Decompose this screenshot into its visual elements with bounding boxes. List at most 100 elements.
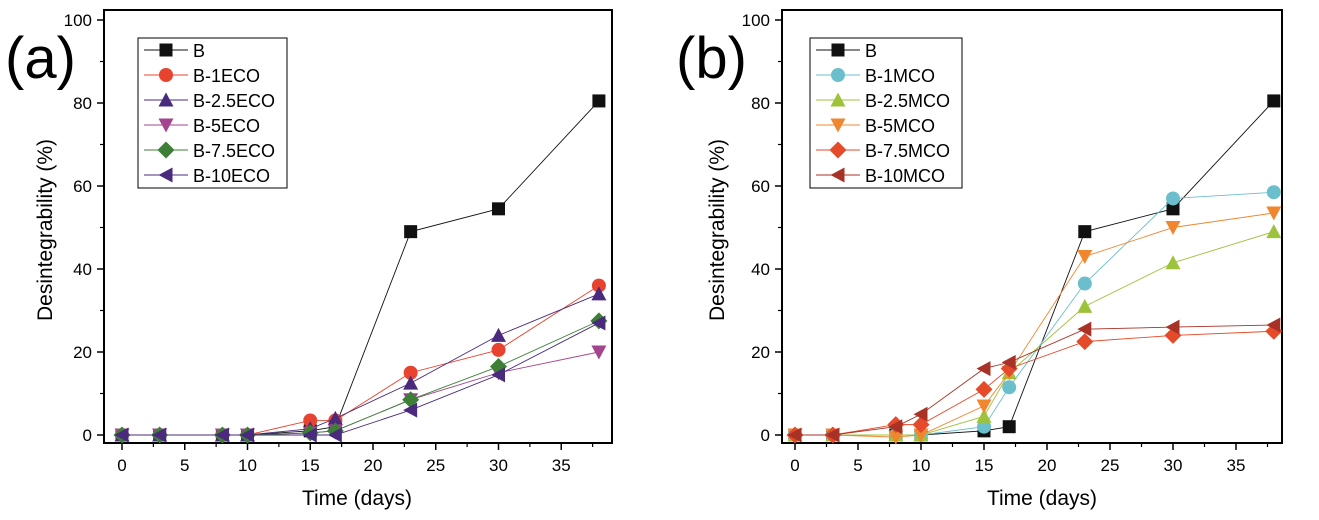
- data-point: [1077, 276, 1092, 291]
- data-point: [1076, 333, 1094, 351]
- data-point: [1166, 191, 1180, 206]
- legend-label: B-1ECO: [193, 66, 260, 86]
- series-line: [795, 330, 1274, 436]
- series-B-1MCO: [788, 185, 1281, 442]
- x-tick-label: 20: [1038, 456, 1057, 475]
- plot-frame: [103, 9, 613, 444]
- x-axis-label: Time (days): [987, 487, 1097, 510]
- series-B-2.5ECO: [114, 286, 607, 442]
- legend-marker: [158, 118, 174, 133]
- y-tick-label: 80: [73, 94, 92, 113]
- data-point: [303, 413, 318, 428]
- panel-label: (b): [676, 26, 747, 91]
- legend-label: B-10MCO: [865, 166, 945, 186]
- legend-label: B: [865, 41, 877, 61]
- x-tick-label: 15: [301, 456, 320, 475]
- data-point: [1266, 317, 1281, 333]
- legend-marker: [831, 68, 845, 82]
- data-point: [1266, 224, 1282, 239]
- x-tick-label: 5: [180, 456, 189, 475]
- legend-marker: [159, 43, 173, 57]
- y-tick-label: 0: [761, 426, 770, 445]
- series-line: [795, 191, 1274, 436]
- series-B-7.5MCO: [786, 322, 1283, 444]
- legend-label: B-5ECO: [193, 116, 260, 136]
- series-line: [122, 322, 600, 436]
- series-line: [795, 324, 1274, 436]
- series-B-10MCO: [787, 317, 1281, 443]
- legend-label: B-7.5ECO: [193, 141, 275, 161]
- data-point: [492, 202, 505, 216]
- data-point: [825, 427, 840, 443]
- data-point: [152, 427, 167, 443]
- x-tick-label: 30: [489, 456, 508, 475]
- data-point: [403, 402, 418, 418]
- data-point: [976, 399, 992, 414]
- data-point: [302, 427, 317, 443]
- data-point: [404, 225, 418, 239]
- series-B-10ECO: [114, 315, 606, 443]
- series-B-2.5MCO: [787, 224, 1282, 442]
- x-tick-label: 25: [1101, 456, 1120, 475]
- panel-label: (a): [5, 26, 76, 91]
- y-tick-label: 100: [742, 11, 770, 30]
- legend-label: B-2.5MCO: [865, 91, 950, 111]
- data-point: [888, 419, 903, 435]
- legend-marker: [829, 141, 847, 159]
- legend: B B-1ECO B-2.5ECO B-5ECO B-7.5ECO B-10ECO: [137, 37, 288, 189]
- legend-label: B-10ECO: [193, 166, 270, 186]
- data-point: [491, 367, 505, 383]
- y-tick-label: 60: [751, 177, 770, 196]
- legend-marker: [830, 92, 846, 107]
- data-point: [888, 430, 904, 445]
- x-tick-label: 20: [364, 456, 383, 475]
- series-line: [122, 351, 599, 436]
- y-tick-label: 80: [751, 94, 770, 113]
- data-point: [913, 406, 928, 422]
- data-point: [1166, 202, 1180, 216]
- data-point: [491, 327, 506, 342]
- series-line: [122, 293, 600, 436]
- x-tick-label: 5: [853, 456, 862, 475]
- series-B-7.5ECO: [113, 312, 608, 444]
- legend-label: B-2.5ECO: [193, 91, 275, 111]
- series-B-1ECO: [115, 278, 606, 442]
- data-point: [1077, 321, 1092, 337]
- y-tick-label: 40: [73, 260, 92, 279]
- legend-marker: [159, 68, 173, 82]
- legend-marker: [158, 167, 173, 183]
- y-axis-label: Desintegrability (%): [706, 139, 729, 321]
- legend-label: B-7.5MCO: [865, 141, 950, 161]
- legend-marker: [158, 92, 174, 107]
- legend-marker: [157, 141, 175, 159]
- y-tick-label: 20: [751, 343, 770, 362]
- data-point: [591, 286, 607, 301]
- x-tick-label: 30: [1164, 456, 1183, 475]
- data-point: [114, 427, 129, 443]
- x-tick-label: 25: [426, 456, 445, 475]
- data-point: [1001, 354, 1016, 370]
- y-tick-label: 20: [73, 343, 92, 362]
- data-point: [1077, 298, 1093, 313]
- y-tick-label: 100: [64, 11, 92, 30]
- data-point: [240, 427, 254, 443]
- data-point: [491, 342, 506, 357]
- data-point: [1002, 380, 1017, 395]
- legend-marker: [830, 167, 845, 183]
- data-point: [977, 419, 991, 434]
- x-axis-label: Time (days): [302, 487, 412, 510]
- y-tick-label: 60: [73, 177, 92, 196]
- data-point: [976, 408, 992, 423]
- legend-label: B-5MCO: [865, 116, 935, 136]
- data-point: [591, 315, 606, 331]
- data-point: [787, 427, 802, 443]
- data-point: [1165, 319, 1180, 335]
- data-point: [1266, 206, 1282, 221]
- data-point: [592, 94, 606, 108]
- y-tick-label: 40: [751, 260, 770, 279]
- data-point: [403, 375, 419, 390]
- series-line: [795, 212, 1274, 438]
- x-tick-label: 35: [1227, 456, 1246, 475]
